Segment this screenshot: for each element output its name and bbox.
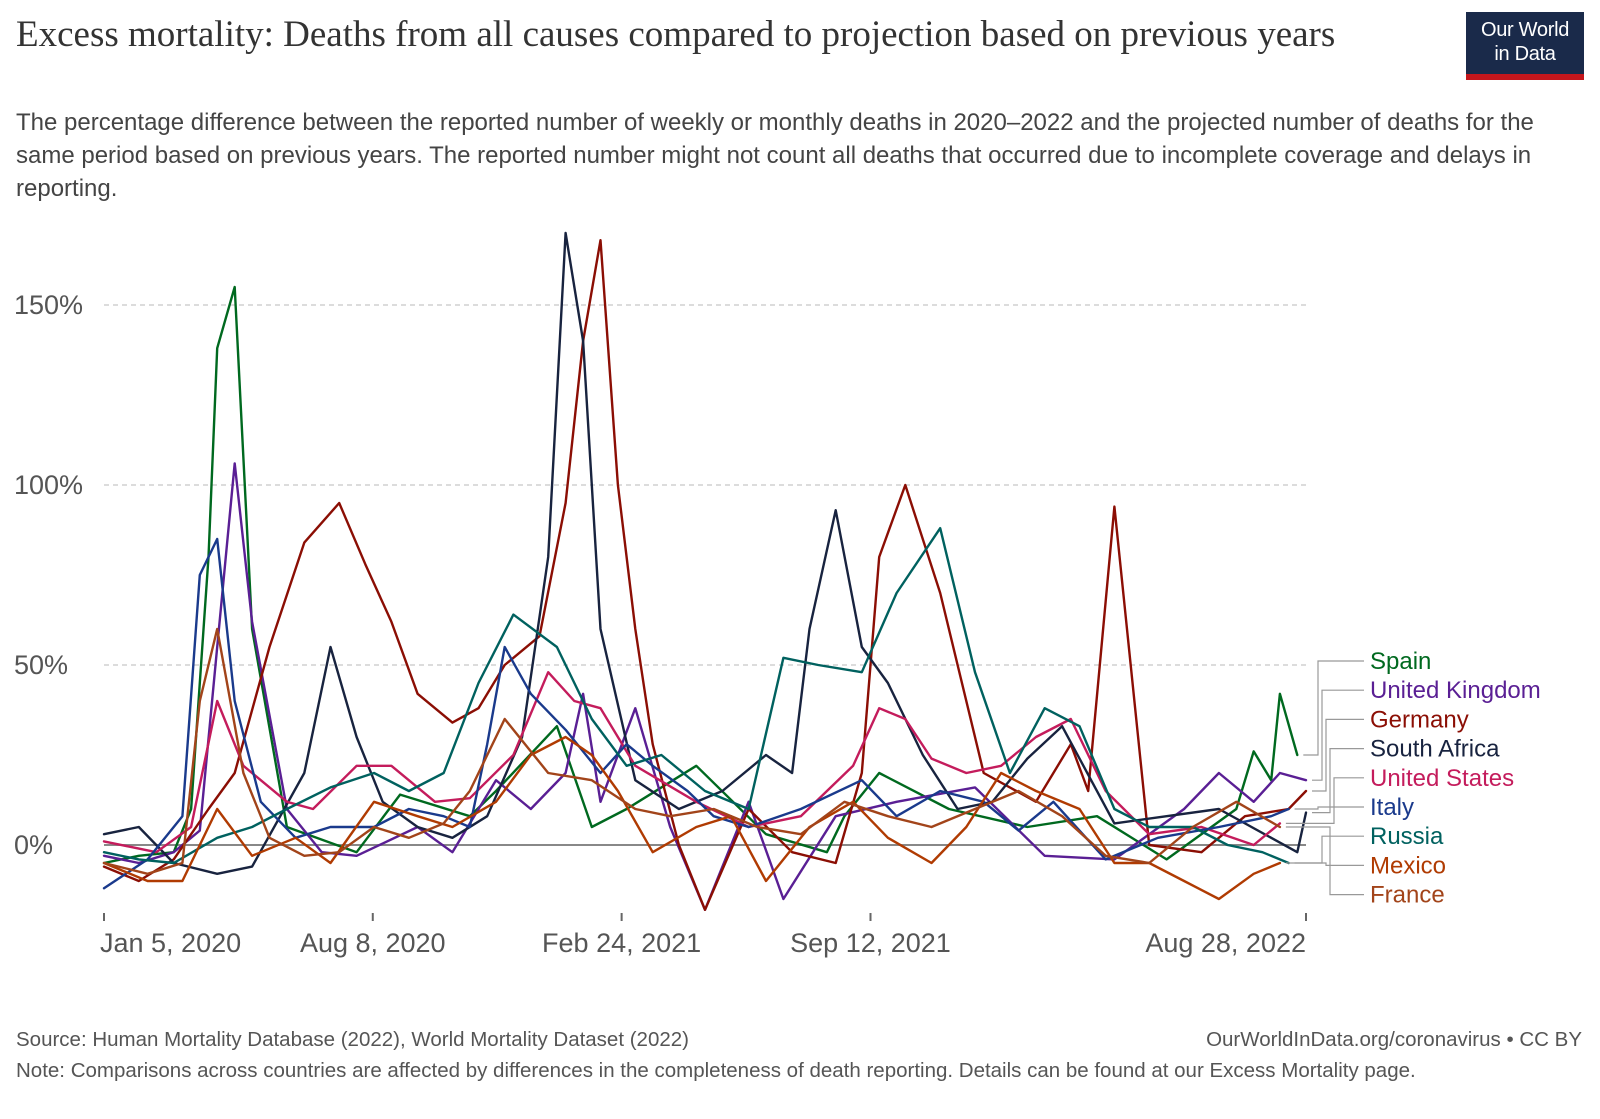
legend-connector [1285,826,1364,896]
chart-subtitle: The percentage difference between the re… [16,109,1534,203]
series-lines [102,231,1308,911]
x-tick-label: Aug 8, 2020 [300,928,446,958]
x-tick-label: Feb 24, 2021 [542,928,701,958]
y-tick-label: 50% [14,650,68,680]
footnote: Note: Comparisons across countries are a… [16,1059,1416,1082]
legend-label[interactable]: United Kingdom [1370,677,1541,704]
x-tick-label: Jan 5, 2020 [100,928,241,958]
legend-connector [1294,806,1364,810]
y-tick-label: 100% [14,470,83,500]
legend-connector [1303,660,1364,756]
owid-logo[interactable]: Our World in Data [1466,12,1584,80]
logo-line-2: in Data [1494,43,1556,65]
logo-line-1: Our World [1480,19,1570,41]
x-axis: Jan 5, 2020 Aug 8, 2020 Feb 24, 2021 Sep 12… [100,913,1307,958]
legend-label[interactable]: Italy [1370,794,1414,821]
series-line-mexico[interactable] [102,735,1282,901]
legend-label[interactable]: Germany [1370,706,1469,733]
legend-connector [1312,718,1364,792]
legend-connector [1312,689,1364,781]
series-line-united-states[interactable] [102,671,1282,854]
legend-label[interactable]: Mexico [1370,852,1446,879]
attribution-link[interactable]: OurWorldInData.org/coronavirus • CC BY [1206,1028,1582,1051]
legend-connector [1285,862,1364,867]
y-tick-label: 0% [14,830,53,860]
gridlines [104,304,1306,846]
x-tick-label: Sep 12, 2021 [790,928,951,958]
y-tick-label: 150% [14,290,83,320]
series-line-russia[interactable] [102,527,1290,865]
series-line-spain[interactable] [102,285,1299,865]
legend-connector [1312,747,1364,814]
series-line-france[interactable] [102,627,1282,875]
legend-connector [1294,835,1364,864]
series-line-south-africa[interactable] [102,231,1308,875]
line-chart: 0% 50% 100% 150% Jan 5, 2020 Aug 8, 2020 Feb … [14,231,1541,958]
source-note: Source: Human Mortality Database (2022),… [16,1028,689,1051]
legend-label[interactable]: Russia [1370,823,1444,850]
y-axis: 0% 50% 100% 150% [14,290,83,860]
series-line-germany[interactable] [102,238,1308,911]
legend-connector [1285,777,1364,825]
chart-title: Excess mortality: Deaths from all causes… [16,14,1336,55]
series-line-united-kingdom[interactable] [102,462,1308,911]
legend-label[interactable]: United States [1370,765,1514,792]
legend-label[interactable]: France [1370,882,1445,909]
series-line-italy[interactable] [102,537,1290,890]
x-tick-label: Aug 28, 2022 [1145,928,1306,958]
legend-label[interactable]: Spain [1370,648,1431,675]
legend-label[interactable]: South Africa [1370,736,1500,763]
